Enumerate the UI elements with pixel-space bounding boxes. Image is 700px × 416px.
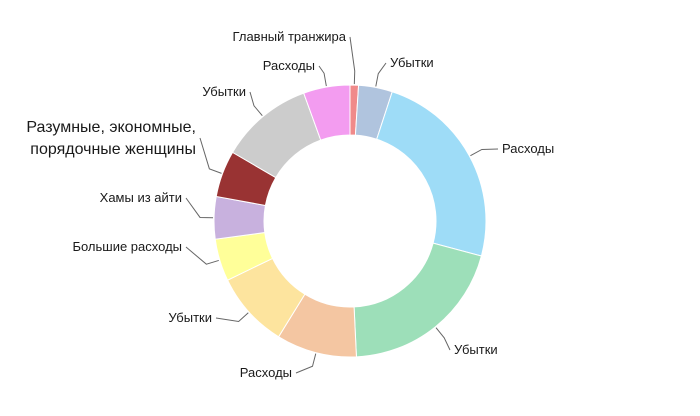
slice-label-1: Убытки <box>390 55 434 70</box>
slice-label-7: Хамы из айти <box>100 190 182 205</box>
donut-slices <box>213 84 487 358</box>
leader-line-3 <box>435 327 451 351</box>
leader-line-5 <box>215 312 249 323</box>
label-leader-lines <box>185 36 499 374</box>
slice-labels: Главный транжира Убытки Расходы Убытки Расхо… <box>26 29 554 380</box>
leader-line-6 <box>185 246 219 265</box>
leader-line-0 <box>349 36 356 85</box>
slice-label-3: Убытки <box>454 342 498 357</box>
leader-line-1 <box>375 62 387 87</box>
slice-label-5: Убытки <box>168 310 212 325</box>
leader-line-10 <box>318 65 327 87</box>
leader-line-4 <box>295 353 317 374</box>
leader-line-9 <box>249 91 263 117</box>
leader-line-8 <box>199 137 222 174</box>
slice-label-6: Большие расходы <box>72 239 182 254</box>
slice-label-2: Расходы <box>502 141 554 156</box>
slice-10 <box>303 84 351 141</box>
slice-label-0: Главный транжира <box>233 29 347 44</box>
slice-label-10: Расходы <box>263 58 315 73</box>
slice-2 <box>376 91 487 257</box>
slice-label-8: Разумные, экономные, порядочные женщины <box>26 119 196 158</box>
leader-line-2 <box>470 148 499 157</box>
slice-3 <box>353 242 483 358</box>
leader-line-7 <box>185 197 214 219</box>
slice-label-4: Расходы <box>240 365 292 380</box>
slice-label-9: Убытки <box>202 84 246 99</box>
